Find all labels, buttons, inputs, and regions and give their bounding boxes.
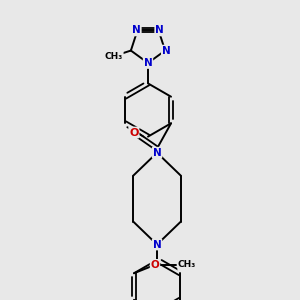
Text: N: N: [132, 26, 141, 35]
Text: O: O: [129, 128, 139, 137]
Text: CH₃: CH₃: [105, 52, 123, 61]
Text: N: N: [144, 58, 152, 68]
Text: N: N: [155, 26, 164, 35]
Text: N: N: [153, 148, 161, 158]
Text: N: N: [162, 46, 170, 56]
Text: CH₃: CH₃: [178, 260, 196, 269]
Text: N: N: [153, 239, 161, 250]
Text: O: O: [151, 260, 159, 270]
